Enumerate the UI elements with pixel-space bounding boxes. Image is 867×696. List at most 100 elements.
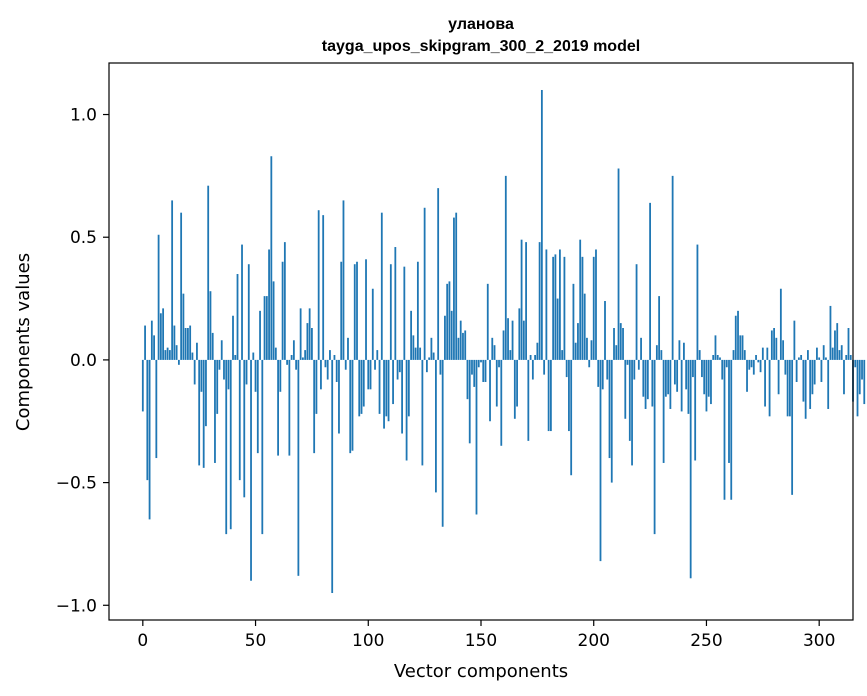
bar	[831, 347, 834, 360]
bar	[797, 357, 800, 360]
bar	[290, 355, 293, 360]
bar	[216, 359, 219, 414]
bar	[504, 175, 507, 360]
bar	[752, 359, 755, 375]
bar	[777, 359, 780, 395]
bar	[367, 359, 370, 390]
y-tick-label: 0.5	[70, 228, 97, 248]
bar	[299, 308, 302, 360]
x-tick-label: 200	[578, 631, 610, 651]
bar	[500, 359, 503, 446]
bar	[588, 359, 591, 368]
bar	[554, 254, 557, 360]
bar	[311, 328, 313, 360]
bar	[329, 350, 331, 360]
bar	[403, 266, 406, 360]
bar	[545, 249, 548, 360]
bar	[579, 239, 582, 360]
bar	[847, 328, 850, 360]
y-axis-label: Components values	[13, 253, 34, 431]
bar	[498, 359, 500, 368]
y-tick-label: −0.5	[56, 474, 97, 494]
bar	[849, 355, 852, 360]
bar	[820, 359, 823, 382]
bar	[856, 359, 859, 417]
bar	[561, 350, 564, 360]
bar	[241, 244, 243, 360]
bar	[238, 359, 241, 481]
bar	[405, 359, 408, 461]
bar	[617, 168, 620, 360]
bar	[383, 359, 385, 429]
bar	[444, 315, 446, 360]
chart-title: уланова	[448, 16, 514, 33]
bar	[464, 330, 467, 360]
bar	[807, 350, 809, 360]
bar	[205, 359, 207, 427]
bar	[425, 359, 428, 373]
bar	[180, 212, 183, 360]
bar	[250, 359, 252, 581]
bar	[529, 355, 532, 360]
bar	[168, 350, 171, 360]
bar	[202, 359, 205, 468]
bar	[392, 359, 394, 405]
bar	[265, 296, 268, 360]
x-axis-label: Vector components	[394, 661, 568, 682]
bar	[660, 350, 663, 360]
bar	[854, 359, 857, 368]
bar	[522, 320, 525, 360]
bar	[572, 283, 575, 360]
bar	[198, 359, 201, 466]
bar	[655, 345, 658, 360]
bar	[428, 357, 431, 360]
bar	[653, 359, 656, 535]
bar	[430, 337, 433, 360]
bar	[513, 359, 516, 419]
bar	[486, 283, 489, 360]
bar	[628, 359, 631, 441]
bar	[326, 359, 329, 380]
bar	[468, 359, 471, 444]
bar	[703, 359, 706, 395]
bar	[795, 359, 798, 382]
bar	[182, 293, 185, 360]
bar	[387, 359, 390, 422]
bar	[306, 323, 309, 360]
bar	[333, 355, 336, 360]
bar	[710, 359, 712, 405]
plot-frame	[108, 62, 854, 621]
bar	[773, 328, 775, 360]
bar	[784, 359, 787, 375]
bar	[308, 308, 311, 360]
bar	[243, 359, 246, 498]
bar	[229, 359, 232, 530]
bar	[371, 288, 374, 360]
bar	[809, 359, 812, 409]
bar	[689, 359, 692, 579]
bar	[786, 359, 789, 417]
bar	[595, 249, 597, 360]
bar	[437, 188, 440, 360]
bar	[177, 359, 180, 365]
bar	[793, 320, 796, 360]
bar	[283, 242, 286, 360]
bar	[791, 359, 794, 495]
bar	[410, 310, 413, 360]
bar	[644, 359, 647, 409]
bar	[416, 261, 419, 360]
bar	[698, 350, 701, 360]
bar	[245, 359, 248, 385]
bar	[518, 308, 521, 360]
bar	[453, 217, 455, 360]
bar	[473, 359, 476, 387]
bar	[477, 359, 480, 368]
bar	[543, 359, 546, 375]
bar	[225, 359, 228, 535]
bar	[719, 357, 721, 360]
bar	[606, 359, 609, 380]
x-tick-label: 100	[352, 631, 384, 651]
bar	[335, 359, 338, 382]
bar	[716, 355, 719, 360]
bar	[671, 175, 674, 360]
